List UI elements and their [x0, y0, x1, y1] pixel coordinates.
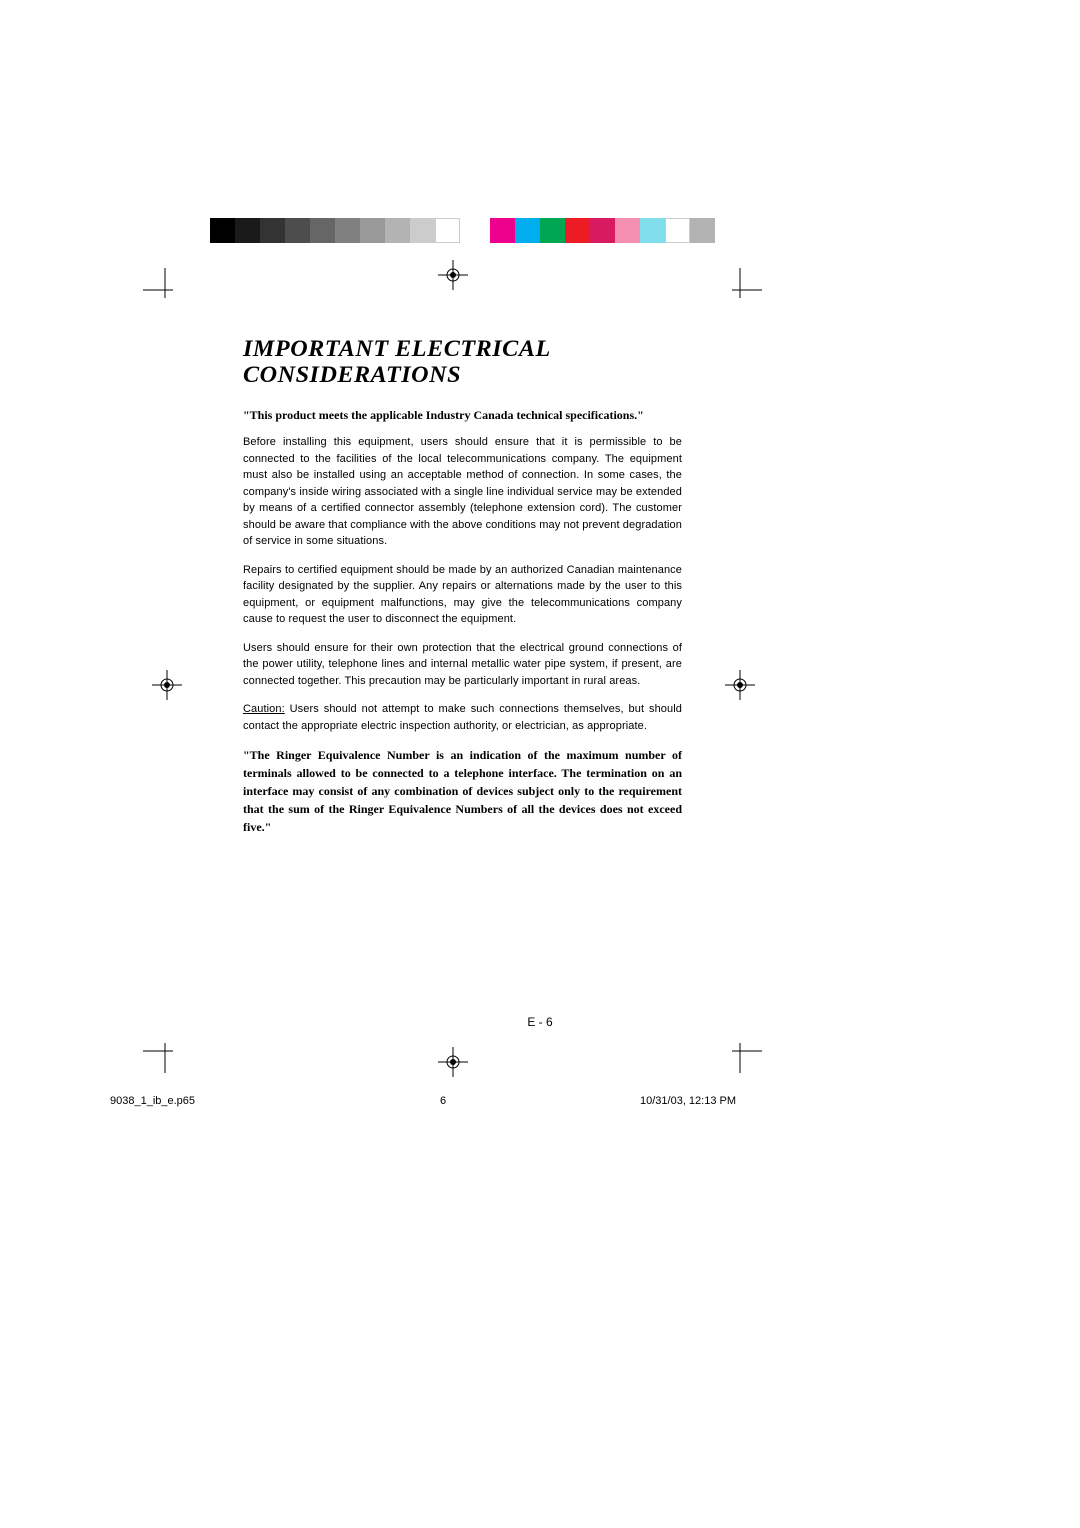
color-swatch-bar [490, 218, 715, 243]
compliance-statement: "This product meets the applicable Indus… [243, 406, 682, 424]
caution-paragraph: Caution: Users should not attempt to mak… [243, 701, 682, 734]
grayscale-bar [210, 218, 460, 243]
swatch [335, 218, 360, 243]
crop-mark-icon [143, 268, 183, 298]
swatch [310, 218, 335, 243]
swatch [490, 218, 515, 243]
print-footer: 9038_1_ib_e.p65 6 10/31/03, 12:13 PM [110, 1095, 970, 1107]
body-paragraph: Repairs to certified equipment should be… [243, 562, 682, 628]
caution-text: Users should not attempt to make such co… [243, 703, 682, 732]
swatch [515, 218, 540, 243]
swatch [540, 218, 565, 243]
page-content: IMPORTANT ELECTRICAL CONSIDERATIONS "Thi… [243, 336, 682, 846]
body-paragraph: Before installing this equipment, users … [243, 434, 682, 550]
swatch [590, 218, 615, 243]
swatch [210, 218, 235, 243]
page-title: IMPORTANT ELECTRICAL CONSIDERATIONS [243, 336, 704, 388]
swatch [690, 218, 715, 243]
swatch [410, 218, 435, 243]
registration-mark-icon [438, 260, 468, 290]
footer-filename: 9038_1_ib_e.p65 [110, 1095, 440, 1107]
registration-mark-icon [438, 1047, 468, 1077]
swatch [360, 218, 385, 243]
registration-mark-icon [152, 670, 182, 700]
footer-timestamp: 10/31/03, 12:13 PM [640, 1095, 970, 1107]
body-paragraph: Users should ensure for their own protec… [243, 640, 682, 690]
ringer-equivalence-statement: "The Ringer Equivalence Number is an ind… [243, 746, 682, 836]
swatch [285, 218, 310, 243]
swatch [385, 218, 410, 243]
swatch [260, 218, 285, 243]
crop-mark-icon [722, 268, 762, 298]
crop-mark-icon [722, 1043, 762, 1073]
swatch [665, 218, 690, 243]
crop-mark-icon [143, 1043, 183, 1073]
footer-page-number: 6 [440, 1095, 640, 1107]
swatch [615, 218, 640, 243]
swatch [565, 218, 590, 243]
caution-label: Caution: [243, 703, 285, 715]
swatch [235, 218, 260, 243]
swatch [640, 218, 665, 243]
swatch [435, 218, 460, 243]
page-number-label: E - 6 [0, 1015, 1080, 1029]
registration-mark-icon [725, 670, 755, 700]
